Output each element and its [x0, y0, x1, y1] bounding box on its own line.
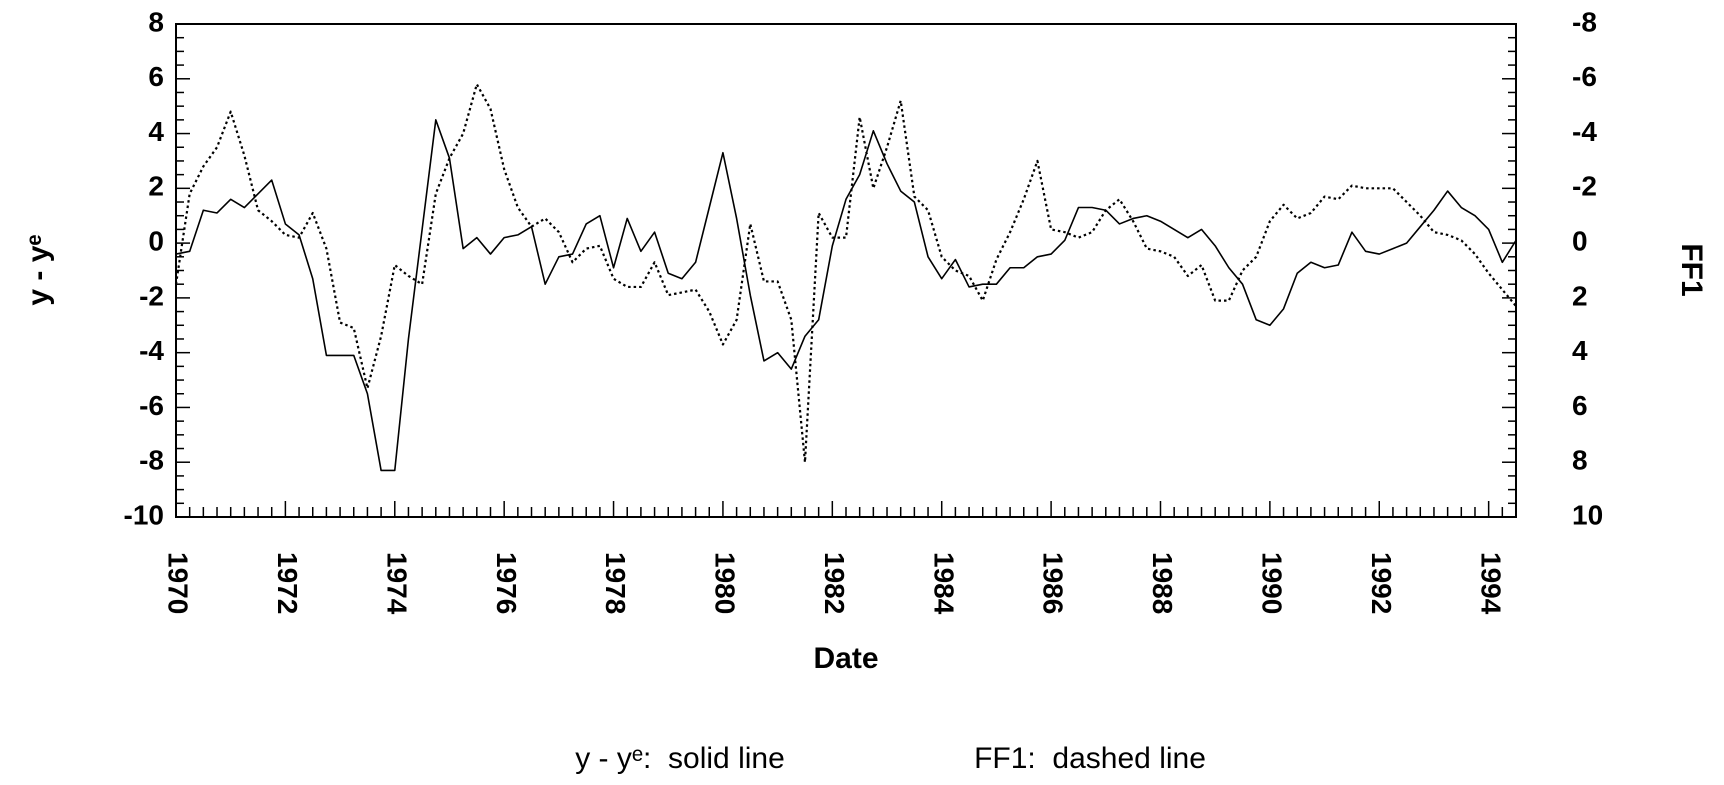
y-tick-label: 4 — [148, 116, 164, 147]
y-tick-label: -2 — [139, 280, 164, 311]
y2-tick-label: -4 — [1572, 116, 1597, 147]
y2-tick-label: -2 — [1572, 171, 1597, 202]
y2-tick-label: 6 — [1572, 390, 1588, 421]
y2-tick-label: 0 — [1572, 226, 1588, 257]
y-tick-label: -8 — [139, 445, 164, 476]
y2-tick-label: -8 — [1572, 6, 1597, 37]
x-tick-label: 1984 — [928, 552, 959, 615]
x-tick-label: 1982 — [819, 552, 850, 614]
x-tick-label: 1994 — [1475, 552, 1506, 615]
y2-tick-label: 4 — [1572, 335, 1588, 366]
data-line — [174, 83, 1517, 464]
x-tick-label: 1970 — [163, 552, 194, 614]
x-tick-label: 1980 — [710, 552, 741, 614]
y-tick-label: -10 — [124, 499, 164, 530]
x-axis-label: Date — [813, 642, 878, 675]
y2-tick-label: 2 — [1572, 280, 1588, 311]
legend-entry: FF1: dashed line — [974, 742, 1206, 775]
x-tick-label: 1976 — [491, 552, 522, 614]
y-tick-label: 8 — [148, 6, 164, 37]
y2-tick-label: 8 — [1572, 445, 1588, 476]
x-tick-label: 1986 — [1038, 552, 1069, 614]
x-tick-label: 1990 — [1256, 552, 1287, 614]
x-tick-label: 1972 — [272, 552, 303, 614]
y-tick-label: -4 — [139, 335, 164, 366]
y2-axis-label: FF1 — [1675, 243, 1708, 296]
x-tick-label: 1992 — [1366, 552, 1397, 614]
y-tick-label: 0 — [148, 226, 164, 257]
y2-tick-label: -6 — [1572, 61, 1597, 92]
y-tick-label: -6 — [139, 390, 164, 421]
y-tick-label: 2 — [148, 171, 164, 202]
y2-tick-label: 10 — [1572, 499, 1603, 530]
y-tick-label: 6 — [148, 61, 164, 92]
y-axis-label: y - yᵉ — [22, 234, 55, 305]
x-tick-label: 1988 — [1147, 552, 1178, 614]
x-tick-label: 1974 — [381, 552, 412, 615]
legend-entry: y - yᵉ: solid line — [575, 742, 785, 775]
x-tick-label: 1978 — [600, 552, 631, 614]
data-line — [175, 119, 1517, 472]
